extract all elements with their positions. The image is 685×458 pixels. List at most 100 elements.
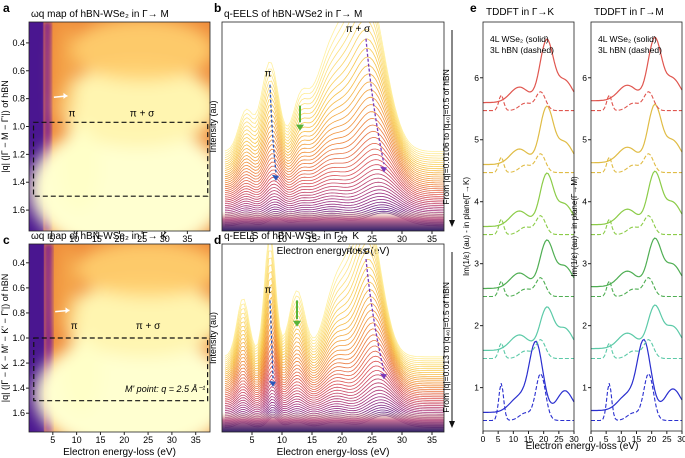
y-tick-label: 4 <box>582 197 587 207</box>
white-arrow-head <box>65 307 70 314</box>
dashed-box <box>33 337 209 402</box>
panel-letter-e: e <box>470 1 477 15</box>
eels-spectrum <box>224 334 444 390</box>
y-tick-label: 1.0 <box>12 122 25 132</box>
x-tick-label: 5 <box>249 435 254 445</box>
eels-spectrum <box>224 117 444 186</box>
y-tick-label: 0.4 <box>12 258 25 268</box>
y-axis-label: Im(1/ε) (au) - in plane(Γ→M) <box>570 176 579 277</box>
x-tick-label: 0 <box>589 434 594 444</box>
white-arrow-head <box>63 92 68 99</box>
y-tick-label: 1.4 <box>12 383 25 393</box>
x-tick-label: 5 <box>604 434 609 444</box>
eels-spectrum <box>224 137 444 192</box>
eels-panel-b: 5 10 15 20 25 30 35 Electron energy-loss (eV) In… <box>208 9 455 257</box>
eels-spectrum <box>224 130 444 190</box>
x-tick-label: 15 <box>307 234 317 244</box>
y-tick-label: 1.2 <box>12 149 25 159</box>
wse2-solid-curve <box>591 103 683 164</box>
eels-spectrum <box>224 89 444 178</box>
panel-letter-c: c <box>3 233 10 247</box>
x-tick-label: 25 <box>143 435 153 445</box>
eels-spectrum <box>224 396 444 415</box>
eels-spectrum <box>224 340 444 392</box>
heatmap-glow-mid <box>56 63 210 148</box>
eels-spectrum <box>224 22 444 157</box>
wse2-solid-curve <box>483 306 575 351</box>
wse2-solid-curve <box>591 237 683 288</box>
y-tick-label: 2 <box>582 321 587 331</box>
x-tick-label: 25 <box>367 435 377 445</box>
wse2-solid-curve <box>591 170 683 226</box>
x-tick-label: 5 <box>249 234 254 244</box>
y-tick-label: 1 <box>582 383 587 393</box>
eels-spectrum <box>224 173 444 205</box>
y-tick-label: 0.6 <box>12 66 25 76</box>
hbn-dashed-curve <box>591 214 682 236</box>
x-tick-label: 35 <box>182 234 192 244</box>
annotation-pi: π <box>71 321 78 332</box>
legend-solid: 4L WSe₂ (solid) <box>490 34 549 44</box>
wse2-solid-curve <box>483 340 575 413</box>
y-tick-label: 1.0 <box>12 333 25 343</box>
panel-title: ωq map of hBN-WSe₂ in Γ→ M <box>31 9 169 20</box>
eels-spectrum <box>224 169 444 203</box>
eels-spectrum <box>224 111 444 184</box>
eels-spectrum <box>224 181 444 208</box>
hbn-dashed-curve <box>591 338 682 360</box>
y-axis-label: Intensity (au) <box>208 100 218 152</box>
eels-spectrum <box>224 56 444 170</box>
y-tick-label: 5 <box>474 135 479 145</box>
eels-spectrum <box>224 378 444 406</box>
heatmap-panel-c: 5 10 15 20 25 30 35 0.4 0.6 0.8 1.0 1.2 1.4 1.6 Electr… <box>0 231 211 458</box>
x-tick-label: 5 <box>49 234 54 244</box>
eels-spectrum <box>224 153 444 197</box>
y-tick-label: 4 <box>474 197 479 207</box>
panel-title: ωq map of hBN-WSe₂ in Γ→ K <box>31 231 167 242</box>
y-axis-label: |q| (|Γ − K − M' − K' − Γ'|) of hBN <box>0 274 10 402</box>
y-tick-label: 5 <box>582 135 587 145</box>
eels-spectrum <box>224 365 444 401</box>
x-tick-label: 30 <box>569 434 579 444</box>
heatmap-image <box>29 22 210 231</box>
y-tick-label: 6 <box>582 73 587 83</box>
y-axis-label: Intensity (au) <box>208 312 218 364</box>
x-tick-label: 10 <box>72 435 82 445</box>
x-tick-label: 15 <box>632 434 642 444</box>
eels-spectrum <box>224 148 444 195</box>
legend-dashed: 3L hBN (dashed) <box>598 45 662 55</box>
pi-sigma-trend-head <box>380 166 387 173</box>
heatmap-edge <box>44 244 53 432</box>
eels-spectrum <box>224 177 444 206</box>
wse2-solid-curve <box>483 172 575 228</box>
y-tick-label: 1.6 <box>12 205 25 215</box>
y-tick-label: 3 <box>582 259 587 269</box>
y-tick-label: 1 <box>474 383 479 393</box>
eels-spectrum <box>224 96 444 180</box>
heatmap-pi-streak <box>55 22 76 124</box>
eels-spectrum <box>224 296 444 379</box>
side-arrow-head <box>449 220 455 227</box>
eels-spectrum <box>224 159 444 199</box>
eels-spectrum <box>224 386 444 410</box>
x-tick-label: 15 <box>524 434 534 444</box>
x-tick-label: 30 <box>397 435 407 445</box>
hbn-dashed-curve <box>483 153 574 174</box>
eels-spectrum <box>224 189 444 212</box>
eels-spectrum <box>224 29 444 163</box>
annotation-pi: π <box>265 68 272 79</box>
heatmap-glow-top <box>69 22 210 82</box>
hbn-dashed-curve <box>591 276 682 298</box>
eels-spectrum <box>224 258 444 370</box>
eels-spectrum <box>224 250 444 368</box>
plot-frame <box>221 21 445 232</box>
y-tick-label: 2 <box>474 321 479 331</box>
pi-sigma-trend-arrow <box>365 258 385 372</box>
eels-spectrum <box>224 38 444 165</box>
wse2-solid-curve <box>591 304 683 350</box>
dashed-box <box>32 121 209 197</box>
x-axis-label: Electron energy-loss (eV) <box>277 447 390 458</box>
heatmap-pi-glow <box>58 126 99 211</box>
eels-spectrum <box>224 73 444 174</box>
